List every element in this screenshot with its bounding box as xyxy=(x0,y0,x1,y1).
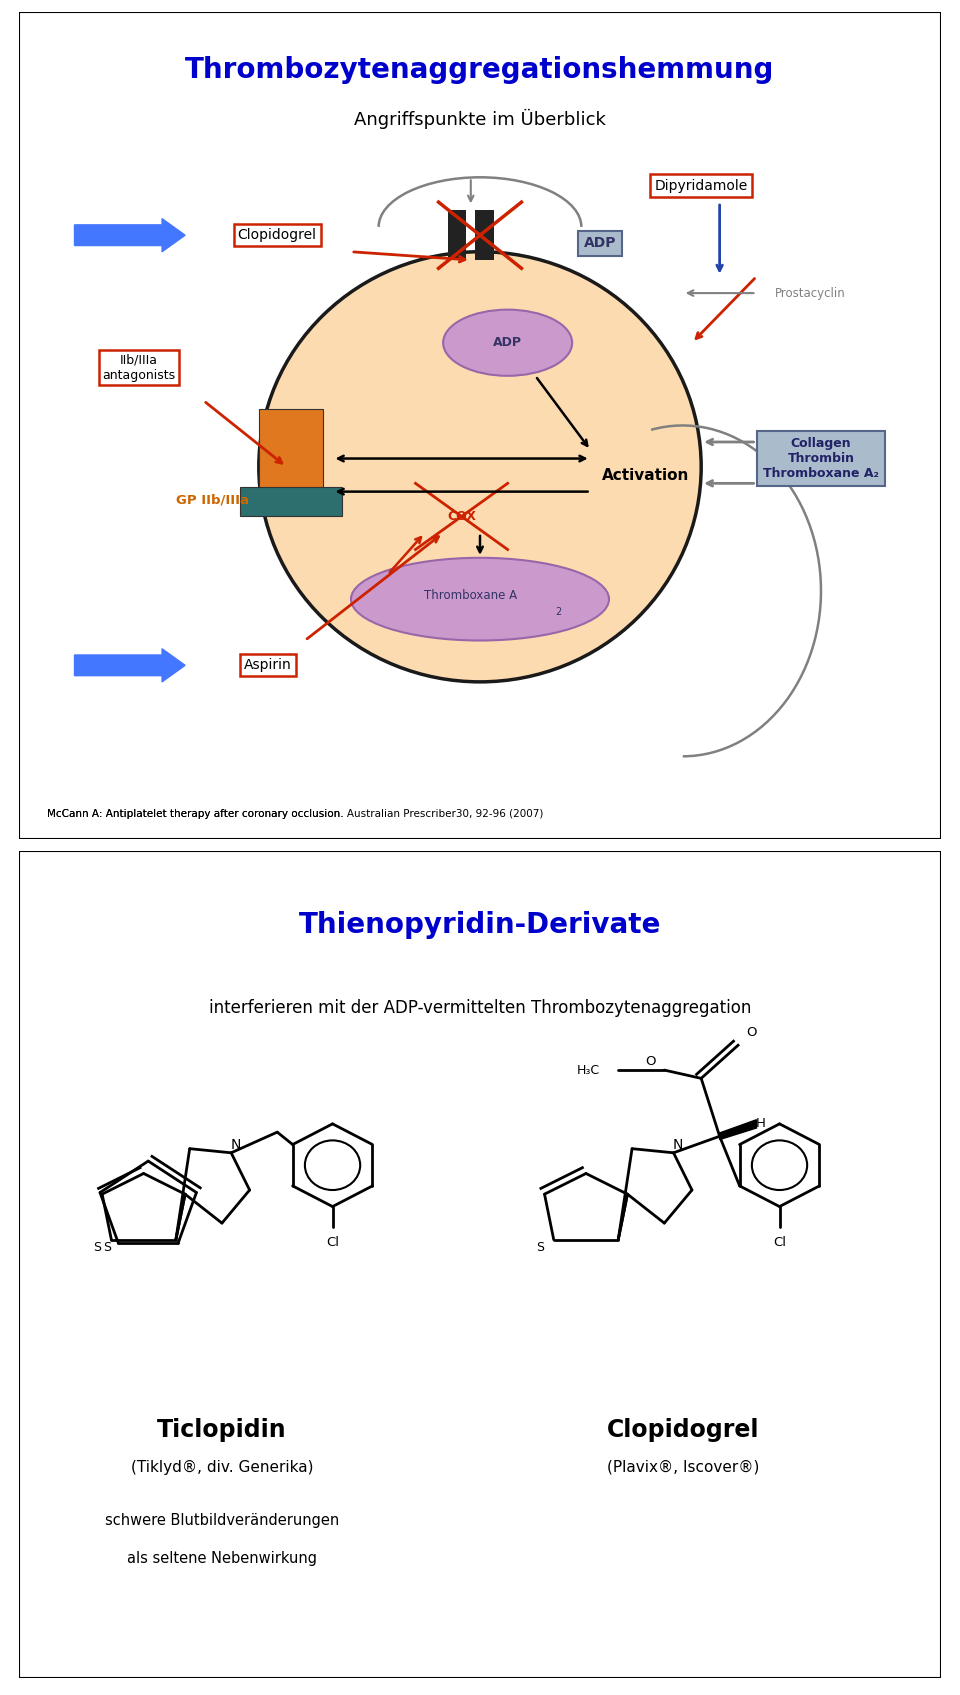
Text: IIb/IIIa
antagonists: IIb/IIIa antagonists xyxy=(103,354,176,381)
Ellipse shape xyxy=(444,310,572,376)
Text: McCann A: Antiplatelet therapy after coronary occlusion. Australian Prescriber30: McCann A: Antiplatelet therapy after cor… xyxy=(47,809,543,819)
Text: schwere Blutbildveränderungen: schwere Blutbildveränderungen xyxy=(105,1514,339,1529)
Text: Prostacyclin: Prostacyclin xyxy=(775,286,846,300)
Text: S: S xyxy=(93,1241,102,1254)
Text: S: S xyxy=(536,1241,544,1254)
Text: (Plavix®, Iscover®): (Plavix®, Iscover®) xyxy=(607,1459,759,1475)
Bar xyxy=(259,408,324,492)
Text: 2: 2 xyxy=(555,607,562,617)
Text: H: H xyxy=(756,1117,766,1131)
Text: (Tiklyd®, div. Generika): (Tiklyd®, div. Generika) xyxy=(131,1459,313,1475)
Ellipse shape xyxy=(259,253,701,681)
Text: McCann A: Antiplatelet therapy after coronary occlusion.: McCann A: Antiplatelet therapy after cor… xyxy=(47,809,347,819)
Text: Angriffspunkte im Überblick: Angriffspunkte im Überblick xyxy=(354,110,606,129)
Polygon shape xyxy=(720,1120,756,1139)
Bar xyxy=(240,488,342,517)
Text: als seltene Nebenwirkung: als seltene Nebenwirkung xyxy=(127,1551,317,1566)
Text: GP IIb/IIIa: GP IIb/IIIa xyxy=(177,493,250,507)
Text: Cl: Cl xyxy=(326,1236,339,1249)
Ellipse shape xyxy=(351,558,609,641)
Text: Dipyridamole: Dipyridamole xyxy=(655,178,748,193)
FancyArrow shape xyxy=(75,219,185,253)
Text: O: O xyxy=(645,1056,656,1068)
Text: Collagen
Thrombin
Thromboxane A₂: Collagen Thrombin Thromboxane A₂ xyxy=(763,437,879,480)
Text: ADP: ADP xyxy=(584,237,616,251)
Text: Thrombozytenaggregationshemmung: Thrombozytenaggregationshemmung xyxy=(185,56,775,83)
Bar xyxy=(447,210,467,259)
Text: O: O xyxy=(747,1027,757,1039)
Text: N: N xyxy=(230,1137,241,1151)
FancyArrow shape xyxy=(75,649,185,681)
Text: ADP: ADP xyxy=(493,336,522,349)
Text: Clopidogrel: Clopidogrel xyxy=(238,229,317,242)
Text: Activation: Activation xyxy=(602,468,689,483)
Text: S: S xyxy=(104,1241,111,1254)
Text: Ticlopidin: Ticlopidin xyxy=(157,1419,287,1442)
Text: interferieren mit der ADP-vermittelten Thrombozytenaggregation: interferieren mit der ADP-vermittelten T… xyxy=(209,998,751,1017)
Text: Cl: Cl xyxy=(773,1236,786,1249)
Text: Thromboxane A: Thromboxane A xyxy=(424,588,517,602)
Bar xyxy=(475,210,493,259)
Text: N: N xyxy=(673,1137,684,1151)
Text: H₃C: H₃C xyxy=(577,1063,600,1076)
Text: Aspirin: Aspirin xyxy=(244,658,292,673)
Text: COX: COX xyxy=(447,510,476,524)
Text: McCann A: Antiplatelet therapy after coronary occlusion. Australian Prescriber: McCann A: Antiplatelet therapy after cor… xyxy=(47,809,456,819)
Text: Thienopyridin-Derivate: Thienopyridin-Derivate xyxy=(299,912,661,939)
Text: Clopidogrel: Clopidogrel xyxy=(607,1419,759,1442)
